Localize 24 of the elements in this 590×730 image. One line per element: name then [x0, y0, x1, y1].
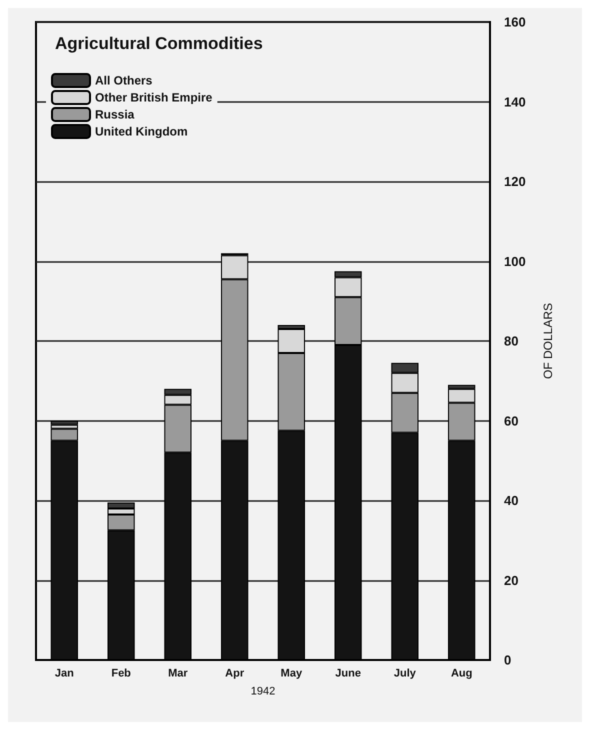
- legend-label: Other British Empire: [95, 90, 213, 104]
- legend-label: Russia: [95, 108, 135, 122]
- y-tick-label: 60: [504, 413, 518, 428]
- x-tick-label: Jan: [54, 668, 74, 680]
- y-tick-label: 120: [504, 174, 526, 189]
- x-tick-label: June: [335, 668, 361, 680]
- x-tick-label: Apr: [225, 668, 245, 680]
- y-tick-label: 40: [504, 493, 518, 508]
- y-tick-label: 160: [504, 14, 526, 30]
- y-tick-label: 140: [504, 94, 526, 110]
- y-axis-title: OF DOLLARS: [541, 302, 555, 380]
- x-tick-label: May: [280, 668, 303, 680]
- legend-label: United Kingdom: [95, 124, 188, 138]
- y-tick-label: 100: [504, 254, 526, 269]
- x-tick-label: Mar: [168, 668, 188, 680]
- y-tick-label: 20: [504, 572, 518, 588]
- x-axis-title: 1942: [250, 686, 276, 698]
- x-tick-label: July: [394, 668, 417, 680]
- x-tick-label: Feb: [111, 668, 132, 680]
- y-tick-label: 80: [504, 334, 518, 348]
- x-tick-label: Aug: [450, 668, 472, 680]
- legend-label: All Others: [95, 74, 153, 88]
- text: Agricultural Commodities: [55, 34, 263, 53]
- y-tick-label: 0: [504, 652, 512, 668]
